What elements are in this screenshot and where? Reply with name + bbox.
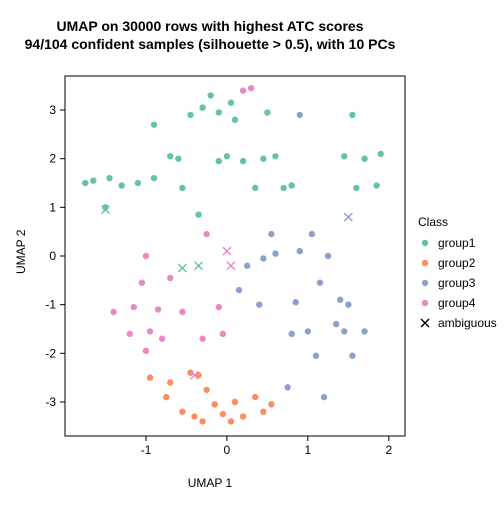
svg-text:3: 3 xyxy=(49,103,56,117)
legend-label: group3 xyxy=(438,276,475,290)
svg-text:1: 1 xyxy=(305,443,312,457)
plot-panel xyxy=(65,76,405,436)
title-line-2: 94/104 confident samples (silhouette > 0… xyxy=(0,36,420,54)
svg-text:1: 1 xyxy=(49,200,56,214)
svg-text:-1: -1 xyxy=(45,298,56,312)
legend-label: group2 xyxy=(438,256,475,270)
legend-item: ambiguous xyxy=(418,313,497,333)
legend: Class group1 group2 group3 group4 ambiguous xyxy=(418,215,497,333)
legend-title: Class xyxy=(418,215,497,229)
svg-text:2: 2 xyxy=(49,152,56,166)
svg-text:-3: -3 xyxy=(45,395,56,409)
x-axis-label: UMAP 1 xyxy=(0,476,420,490)
legend-item: group2 xyxy=(418,253,497,273)
legend-item: group1 xyxy=(418,233,497,253)
y-ticks: -3 -2 -1 0 1 2 3 xyxy=(45,103,65,409)
chart-container: UMAP on 30000 rows with highest ATC scor… xyxy=(0,0,504,504)
legend-item: group4 xyxy=(418,293,497,313)
chart-title: UMAP on 30000 rows with highest ATC scor… xyxy=(0,18,420,53)
title-line-1: UMAP on 30000 rows with highest ATC scor… xyxy=(0,18,420,36)
x-ticks: -1 0 1 2 xyxy=(141,436,393,457)
svg-text:-1: -1 xyxy=(141,443,152,457)
svg-text:0: 0 xyxy=(49,249,56,263)
y-axis-label: UMAP 2 xyxy=(14,0,28,504)
legend-label: group1 xyxy=(438,236,475,250)
legend-label: group4 xyxy=(438,296,475,310)
svg-text:0: 0 xyxy=(224,443,231,457)
legend-item: group3 xyxy=(418,273,497,293)
svg-text:-2: -2 xyxy=(45,346,56,360)
legend-label: ambiguous xyxy=(438,316,497,330)
svg-text:2: 2 xyxy=(385,443,392,457)
scatter-points xyxy=(82,85,384,425)
